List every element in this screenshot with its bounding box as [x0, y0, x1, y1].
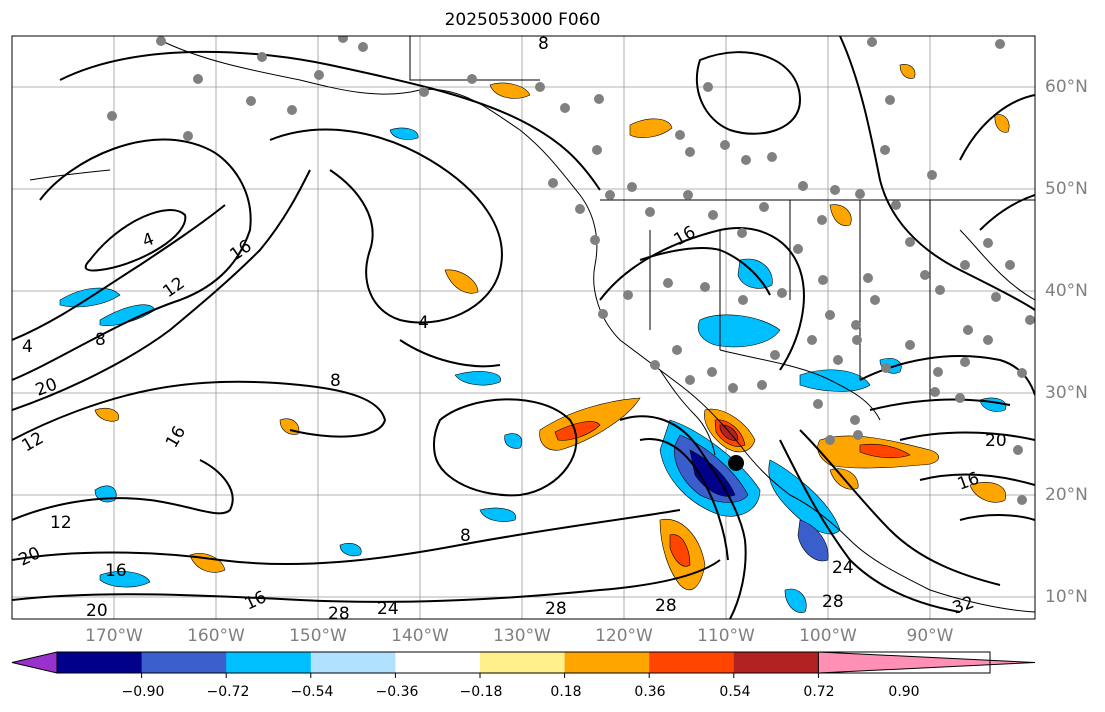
contour-lines — [12, 36, 1035, 619]
map-frame — [11, 35, 1036, 620]
colorbar-tick-label: 0.90 — [888, 684, 920, 700]
colorbar-segment — [649, 652, 735, 673]
lon-label-90w: 90°W — [906, 626, 954, 646]
colorbar-segment — [57, 652, 143, 673]
map-title: 2025053000 F060 — [444, 10, 601, 30]
lon-label-130w: 130°W — [493, 626, 551, 646]
colorbar-extend-right — [817, 651, 1036, 674]
contour-label-28a: 28 — [545, 599, 567, 619]
lon-label-150w: 150°W — [289, 626, 347, 646]
lon-label-160w: 160°W — [187, 626, 245, 646]
contour-label-28b: 28 — [655, 596, 677, 616]
contour-label-20c: 20 — [985, 431, 1007, 451]
lon-label-140w: 140°W — [391, 626, 449, 646]
colorbar-tick-label: 0.36 — [634, 684, 666, 700]
contour-label-4c: 4 — [22, 337, 33, 357]
contour-label-28c: 28 — [822, 592, 844, 612]
contour-label-20d: 20 — [86, 601, 108, 621]
contour-label-12c: 12 — [50, 513, 72, 533]
lon-label-120w: 120°W — [595, 626, 653, 646]
colorbar-tick-label: 0.18 — [550, 684, 582, 700]
coastlines — [29, 36, 1035, 613]
colorbar-segment — [141, 652, 227, 673]
colorbar-segment — [395, 652, 481, 673]
station-markers — [107, 36, 1035, 505]
colorbar-tick-label: −0.54 — [290, 684, 334, 700]
lat-label-30n: 30°N — [1045, 383, 1088, 403]
contour-label-24a: 24 — [832, 558, 854, 578]
lat-label-10n: 10°N — [1045, 587, 1088, 607]
contour-label-4b: 4 — [418, 313, 429, 333]
colorbar-tick-label: −0.36 — [375, 684, 419, 700]
lat-label-50n: 50°N — [1045, 179, 1088, 199]
contour-label-16c: 16 — [105, 561, 127, 581]
colorbar-segment — [310, 652, 396, 673]
colorbar-frame — [56, 651, 991, 674]
colorbar-tick-label: 0.72 — [803, 684, 835, 700]
colorbar-tick-label: −0.18 — [459, 684, 503, 700]
contour-label-24b: 24 — [377, 599, 399, 619]
lon-label-110w: 110°W — [697, 626, 755, 646]
contour-label-8b: 8 — [460, 526, 471, 546]
lon-label-100w: 100°W — [799, 626, 857, 646]
lat-label-60n: 60°N — [1045, 77, 1088, 97]
colorbar-segment — [564, 652, 650, 673]
colorbar-tick-label: −0.90 — [121, 684, 165, 700]
lat-label-40n: 40°N — [1045, 281, 1088, 301]
lon-label-170w: 170°W — [85, 626, 143, 646]
contour-label-8d: 8 — [95, 330, 106, 350]
contour-label-8a: 8 — [330, 371, 341, 391]
colorbar-segment — [480, 652, 566, 673]
lat-label-20n: 20°N — [1045, 485, 1088, 505]
contour-label-8c: 8 — [538, 34, 549, 54]
storm-center-marker — [728, 455, 744, 471]
colorbar-segment — [733, 652, 819, 673]
colorbar-extend-left — [11, 651, 58, 674]
colorbar-tick-label: −0.72 — [206, 684, 250, 700]
colorbar-segment — [226, 652, 312, 673]
colorbar-tick-label: 0.54 — [719, 684, 751, 700]
